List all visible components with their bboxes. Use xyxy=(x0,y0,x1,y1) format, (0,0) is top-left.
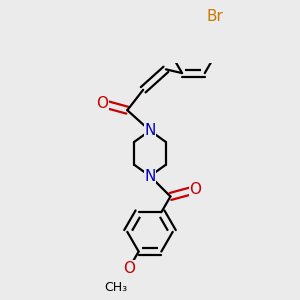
Text: O: O xyxy=(96,96,108,111)
Text: Br: Br xyxy=(206,9,223,24)
Text: N: N xyxy=(144,123,156,138)
Text: N: N xyxy=(144,169,156,184)
Text: O: O xyxy=(189,182,201,197)
Text: O: O xyxy=(123,261,135,276)
Text: CH₃: CH₃ xyxy=(104,281,128,294)
